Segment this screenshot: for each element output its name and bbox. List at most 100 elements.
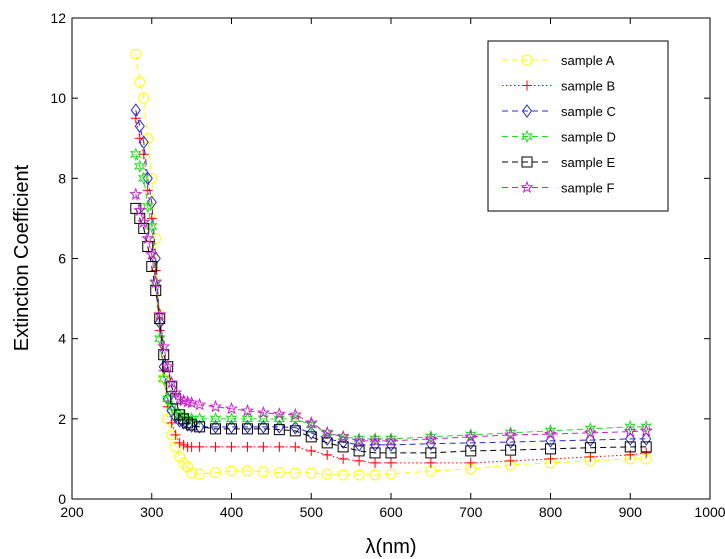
data-point [130, 48, 142, 60]
data-point [174, 437, 185, 448]
data-point [178, 439, 189, 450]
data-point [624, 441, 636, 453]
data-point [133, 159, 146, 174]
data-point [584, 442, 596, 454]
data-point [257, 423, 269, 435]
data-point [641, 447, 652, 458]
legend-marker [521, 156, 533, 168]
data-point [170, 441, 182, 453]
x-tick-label: 900 [619, 504, 643, 520]
data-point [304, 415, 318, 429]
data-point [272, 407, 286, 420]
data-point [169, 385, 183, 399]
data-point [369, 432, 381, 446]
data-point [321, 437, 333, 449]
x-tick-label: 800 [539, 504, 563, 520]
data-point [174, 409, 186, 421]
data-point [210, 420, 221, 434]
data-point [258, 441, 269, 452]
data-point [464, 429, 478, 443]
data-point [142, 185, 153, 196]
legend-marker [521, 54, 533, 66]
data-point [583, 425, 597, 439]
data-point [158, 349, 170, 361]
data-point [624, 420, 637, 434]
legend-label: sample A [561, 53, 615, 68]
data-point [194, 468, 206, 480]
data-point [322, 449, 333, 460]
data-point [306, 445, 317, 456]
data-point [258, 420, 269, 434]
data-point [240, 403, 255, 417]
x-tick-label: 400 [220, 504, 244, 520]
ticks-layer: 200 300 400 500 600 700 800 900 1000 0 2 4 6 8 10 12 [50, 10, 725, 520]
data-point [170, 429, 181, 440]
x-tick-label: 300 [140, 504, 164, 520]
data-point [545, 443, 556, 455]
legend-marker [522, 80, 532, 91]
data-point [193, 397, 207, 411]
data-point [336, 429, 350, 443]
data-point [289, 411, 302, 426]
data-point [584, 421, 597, 436]
data-point [370, 457, 381, 468]
data-point [242, 441, 253, 452]
data-point [178, 413, 190, 425]
data-point [181, 395, 195, 408]
data-point [224, 401, 239, 415]
data-point [625, 432, 636, 446]
data-point [425, 457, 436, 468]
legend-entries: sample A sample B sample C sample D sample E… [502, 53, 616, 196]
data-point [641, 432, 652, 446]
series-5 [130, 202, 652, 459]
data-point [273, 424, 285, 436]
data-point [504, 427, 518, 441]
data-point [137, 215, 151, 229]
data-point [208, 399, 223, 413]
data-point [154, 315, 165, 330]
legend-marker [520, 180, 534, 194]
data-point [141, 199, 154, 214]
data-point [543, 427, 558, 440]
data-point [257, 466, 269, 478]
data-point [386, 457, 396, 468]
data-point [157, 339, 171, 353]
legend-entry: sample D [502, 130, 616, 145]
data-point [464, 428, 477, 442]
data-point [177, 393, 191, 407]
data-point [165, 375, 179, 389]
data-point [385, 447, 397, 459]
data-point [504, 426, 517, 440]
data-point [424, 431, 438, 445]
data-point [178, 457, 190, 469]
data-point [290, 441, 301, 452]
series-line [135, 208, 647, 454]
x-tick-label: 1000 [694, 504, 725, 520]
data-point [173, 391, 187, 405]
y-tick-label: 12 [50, 10, 66, 26]
data-point [385, 432, 397, 446]
data-point [210, 467, 222, 479]
data-point [424, 430, 437, 444]
data-point [640, 441, 652, 453]
data-point [129, 147, 142, 162]
data-point [353, 432, 366, 446]
series-line [135, 194, 647, 442]
data-point [129, 187, 143, 200]
data-point [142, 240, 154, 252]
data-point [321, 468, 333, 480]
data-point [337, 441, 349, 453]
y-tick-label: 2 [58, 411, 66, 427]
data-point [226, 441, 237, 452]
data-point [185, 395, 199, 409]
data-point [210, 441, 221, 452]
y-tick-label: 4 [58, 331, 66, 347]
x-tick-label: 600 [379, 504, 403, 520]
data-point [226, 420, 237, 434]
legend-marker [521, 129, 533, 144]
data-point [306, 426, 317, 440]
data-point [186, 467, 198, 479]
series-line [135, 110, 647, 446]
data-point [210, 423, 222, 435]
